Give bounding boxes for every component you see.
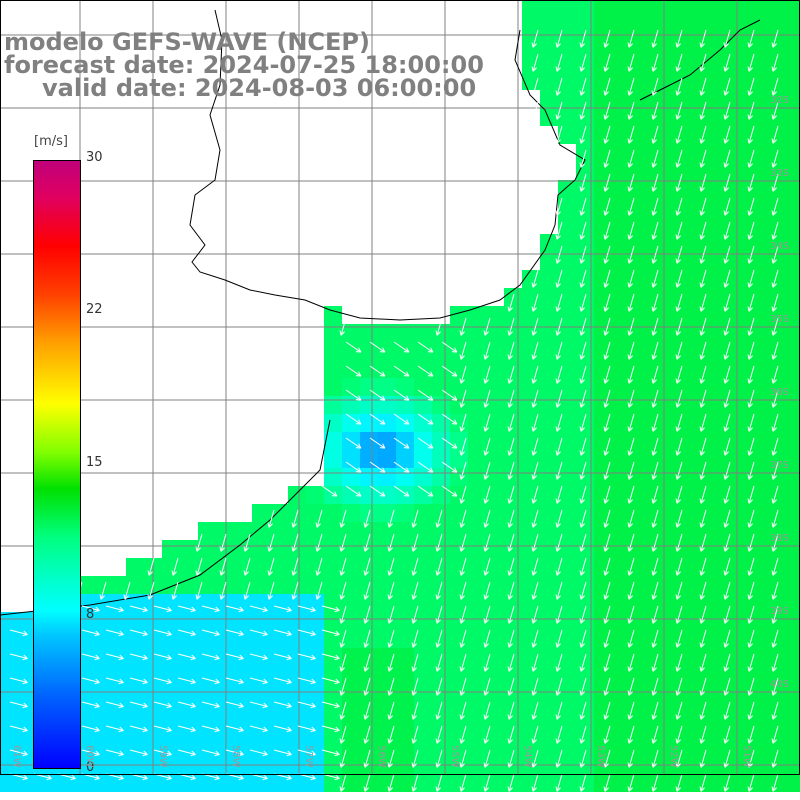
lat-label: 34S [770,241,790,252]
colorbar-tick-15: 15 [86,455,103,470]
colorbar-unit: [m/s] [34,134,68,149]
colorbar [33,160,81,769]
colorbar-tick-30: 30 [86,150,103,165]
lon-label: 59W [157,745,168,768]
south-coastline [0,419,331,616]
colorbar-tick-0: 0 [86,760,95,775]
lat-label: 36S [770,387,790,398]
lat-label: 32S [770,95,790,106]
lon-label: 57W [303,745,314,768]
lon-label: 60W [84,745,95,768]
lon-label: 52W [668,745,679,768]
valid-date: valid date: 2024-08-03 06:00:00 [42,74,477,102]
lon-label: 54W [522,745,533,768]
lat-label: 38S [770,533,790,544]
north-coastline [639,19,761,101]
lon-label: 58W [230,745,241,768]
model-title: modelo GEFS-WAVE (NCEP) [4,28,370,56]
forecast-date: forecast date: 2024-07-25 18:00:00 [4,51,484,79]
lat-label: 37S [770,460,790,471]
lat-label: 40S [770,679,790,690]
lon-label: 53W [595,745,606,768]
colorbar-tick-8: 8 [86,607,95,622]
lon-label: 51W [741,745,752,768]
lat-label: 33S [770,168,790,179]
lon-label: 56W [376,745,387,768]
lon-label: 61W [11,745,22,768]
coastline [189,9,586,321]
lon-label: 55W [449,745,460,768]
colorbar-tick-22: 22 [86,302,103,317]
lat-label: 39S [770,606,790,617]
lat-label: 35S [770,314,790,325]
